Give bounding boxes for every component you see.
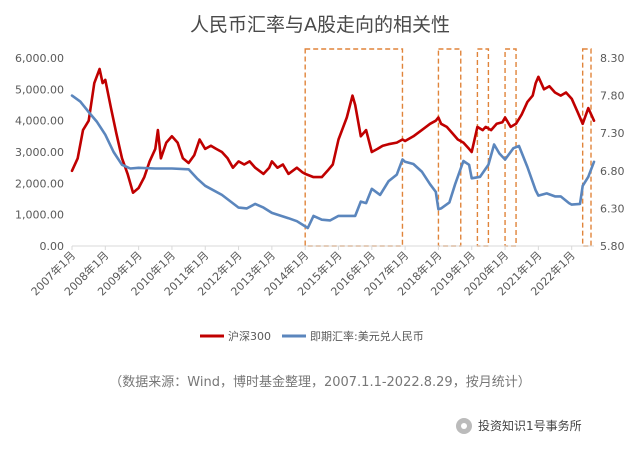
left-tick-label: 1,000.00 [15,209,64,222]
right-y-axis: 5.80 6.30 6.80 7.30 7.80 8.30 [600,52,625,253]
legend-label-hs300: 沪深300 [228,329,271,343]
highlight-box-3 [476,48,490,247]
left-tick-label: 0.00 [40,240,65,253]
legend-label-usdcny: 即期汇率:美元兑人民币 [310,329,424,343]
watermark-text: 投资知识1号事务所 [478,418,582,433]
watermark: 投资知识1号事务所 [456,418,582,434]
chart-title: 人民币汇率与A股走向的相关性 [190,14,450,36]
highlight-box-1 [304,48,404,247]
right-tick-label: 5.80 [600,240,625,253]
left-tick-label: 5,000.00 [15,83,64,96]
right-tick-label: 7.30 [600,127,625,140]
left-tick-label: 6,000.00 [15,52,64,65]
right-tick-label: 8.30 [600,52,625,65]
series-line-hs300 [70,67,596,194]
legend: 沪深300 即期汇率:美元兑人民币 [200,329,424,343]
x-axis: 2007年1月2008年1月2009年1月2010年1月2011年1月2012年… [28,246,578,298]
left-tick-label: 2,000.00 [15,177,64,190]
series-line-usdcny [70,94,596,230]
highlight-box-2 [437,48,462,247]
source-note: （数据来源：Wind，博时基金整理，2007.1.1-2022.8.29，按月统… [109,374,530,390]
right-tick-label: 6.80 [600,165,625,178]
wechat-icon-inner [461,423,467,429]
right-tick-label: 7.80 [600,90,625,103]
series-lines [70,67,596,230]
left-tick-label: 4,000.00 [15,115,64,128]
right-tick-label: 6.30 [600,202,625,215]
left-tick-label: 3,000.00 [15,146,64,159]
highlight-box-5 [581,48,592,247]
left-y-axis: 0.00 1,000.00 2,000.00 3,000.00 4,000.00 5,00… [15,52,64,253]
